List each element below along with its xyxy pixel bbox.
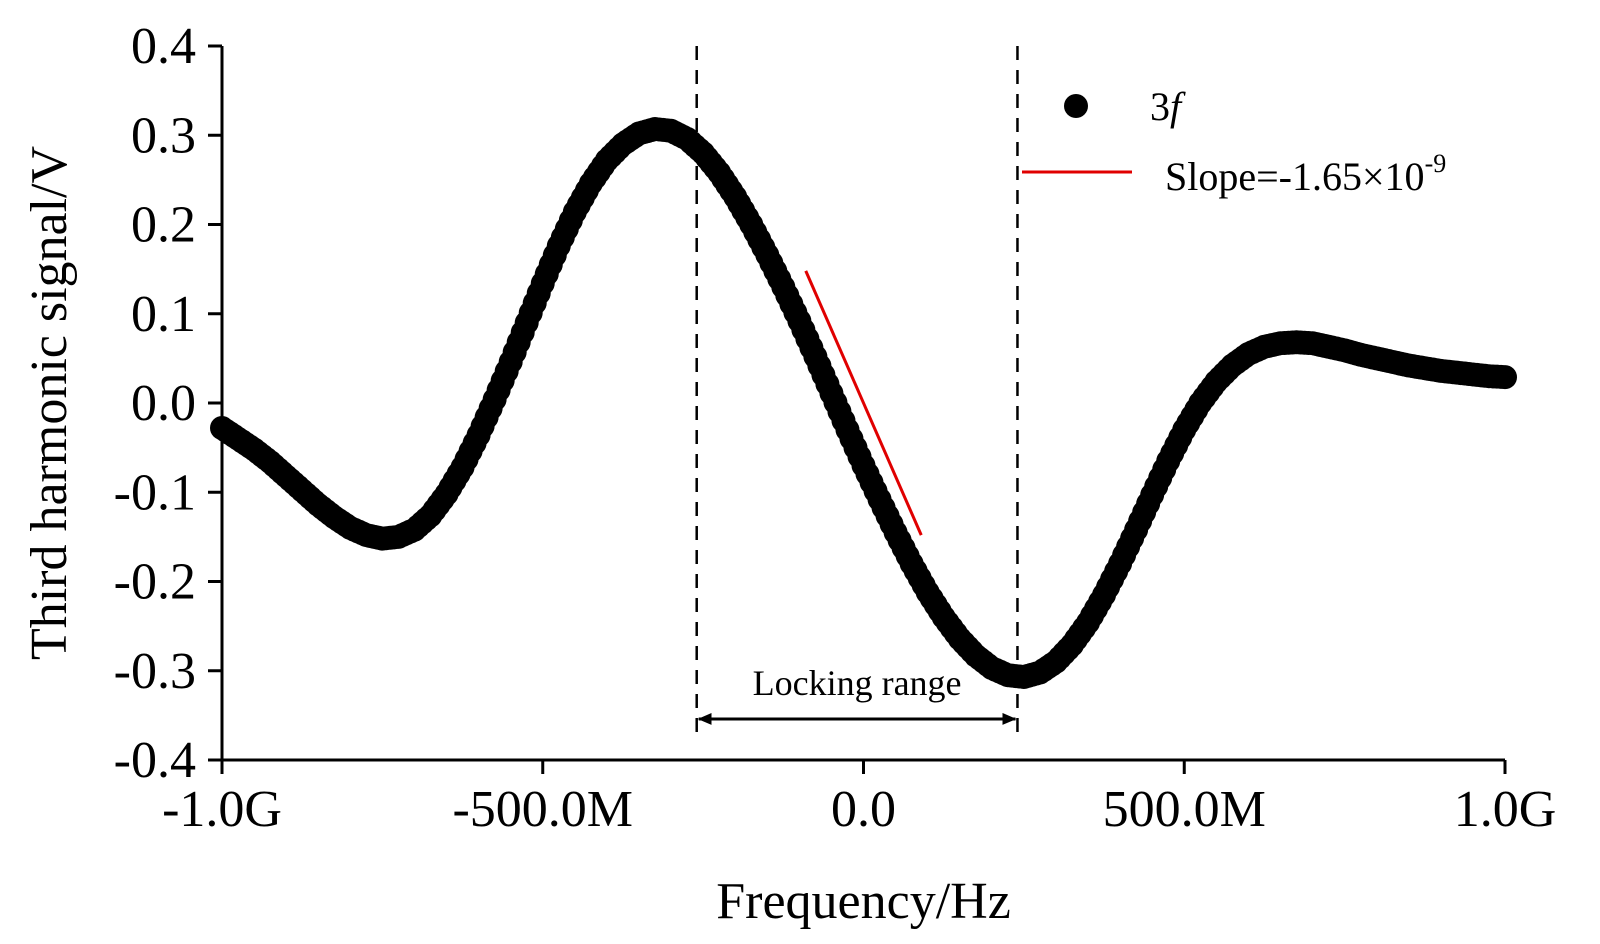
legend-label-3f-italic: f <box>1170 84 1186 129</box>
y-tick-label: 0.3 <box>131 107 196 164</box>
legend: 3f Slope=-1.65×10-9 <box>1022 84 1446 199</box>
y-tick-label: 0.4 <box>131 18 196 75</box>
locking-range-guides <box>695 46 1019 740</box>
y-axis-title: Third harmonic signal/V <box>21 146 78 660</box>
y-tick-label: -0.4 <box>114 732 196 789</box>
locking-range-annotation: Locking range <box>697 663 1017 725</box>
x-tick-label: 0.0 <box>831 781 896 838</box>
x-tick-label: 1.0G <box>1454 781 1557 838</box>
y-tick-label: 0.1 <box>131 286 196 343</box>
series-slope-fit <box>804 270 923 536</box>
legend-label-3f: 3f <box>1150 84 1186 129</box>
x-tick-label: 500.0M <box>1103 781 1266 838</box>
x-tick-label: -500.0M <box>452 781 633 838</box>
y-tick-label: 0.2 <box>131 197 196 254</box>
y-axis-ticks: 0.4 0.3 0.2 0.1 0.0 -0.1 -0.2 -0.3 -0.4 <box>114 18 222 789</box>
x-tick-label: -1.0G <box>162 781 282 838</box>
y-tick-label: -0.2 <box>114 554 196 611</box>
locking-range-label: Locking range <box>753 663 962 703</box>
series-3f <box>210 117 1517 689</box>
x-axis-ticks: -1.0G -500.0M 0.0 500.0M 1.0G <box>162 760 1556 838</box>
slope-fit-line <box>804 270 923 536</box>
y-tick-label: -0.1 <box>114 464 196 521</box>
y-tick-label: -0.3 <box>114 643 196 700</box>
x-axis-title: Frequency/Hz <box>716 873 1011 930</box>
legend-label-3f-main: 3 <box>1150 84 1170 129</box>
y-tick-label: 0.0 <box>131 375 196 432</box>
legend-label-slope-main: Slope=-1.65×10 <box>1165 154 1425 199</box>
legend-marker-3f <box>1064 94 1088 118</box>
data-point <box>1493 365 1517 390</box>
legend-label-slope-sup: -9 <box>1425 149 1447 178</box>
legend-label-slope: Slope=-1.65×10-9 <box>1165 149 1446 199</box>
